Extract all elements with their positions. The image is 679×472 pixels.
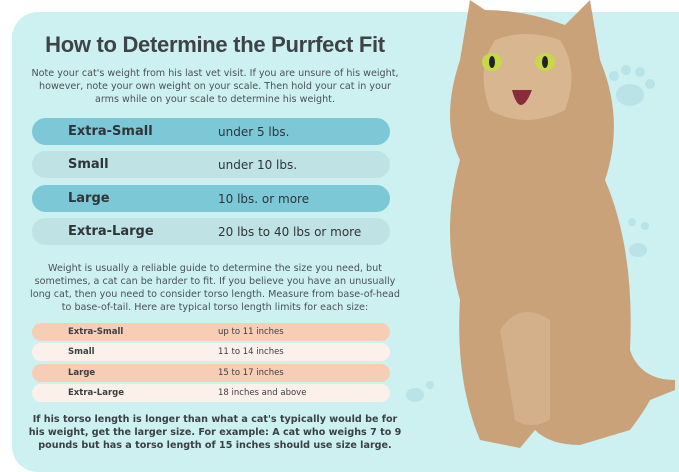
size-label: Extra-Small: [68, 327, 124, 337]
torso-value: 11 to 14 inches: [218, 347, 284, 357]
weight-row: Large 10 lbs. or more: [32, 185, 390, 212]
size-label: Extra-Large: [68, 224, 154, 239]
weight-value: under 10 lbs.: [218, 157, 298, 172]
torso-value: up to 11 inches: [218, 327, 284, 337]
size-label: Small: [68, 157, 109, 172]
weight-value: 10 lbs. or more: [218, 191, 310, 206]
note-text: If his torso length is longer than what …: [28, 414, 402, 451]
weight-row: Extra-Large 20 lbs to 40 lbs or more: [32, 218, 390, 245]
weight-value: under 5 lbs.: [218, 124, 290, 139]
torso-value: 18 inches and above: [218, 388, 307, 398]
weight-value: 20 lbs to 40 lbs or more: [218, 224, 362, 239]
paw-print-icon: [406, 65, 655, 402]
page-title: How to Determine the Purrfect Fit: [45, 32, 385, 57]
intro-text: Note your cat's weight from his last vet…: [31, 68, 399, 105]
size-label: Large: [68, 191, 110, 206]
weight-row: Extra-Small under 5 lbs.: [32, 118, 390, 145]
torso-value: 15 to 17 inches: [218, 368, 284, 378]
size-label: Large: [68, 368, 96, 378]
size-label: Extra-Large: [68, 388, 125, 398]
cat-photo: [406, 0, 675, 448]
weight-row: Small under 10 lbs.: [32, 151, 390, 178]
torso-row: Extra-Small up to 11 inches: [32, 323, 390, 341]
size-label: Small: [68, 347, 95, 357]
size-label: Extra-Small: [68, 124, 153, 139]
torso-row: Large 15 to 17 inches: [32, 364, 390, 382]
torso-row: Small 11 to 14 inches: [32, 343, 390, 361]
torso-intro-text: Weight is usually a reliable guide to de…: [30, 263, 400, 313]
torso-row: Extra-Large 18 inches and above: [32, 384, 390, 402]
